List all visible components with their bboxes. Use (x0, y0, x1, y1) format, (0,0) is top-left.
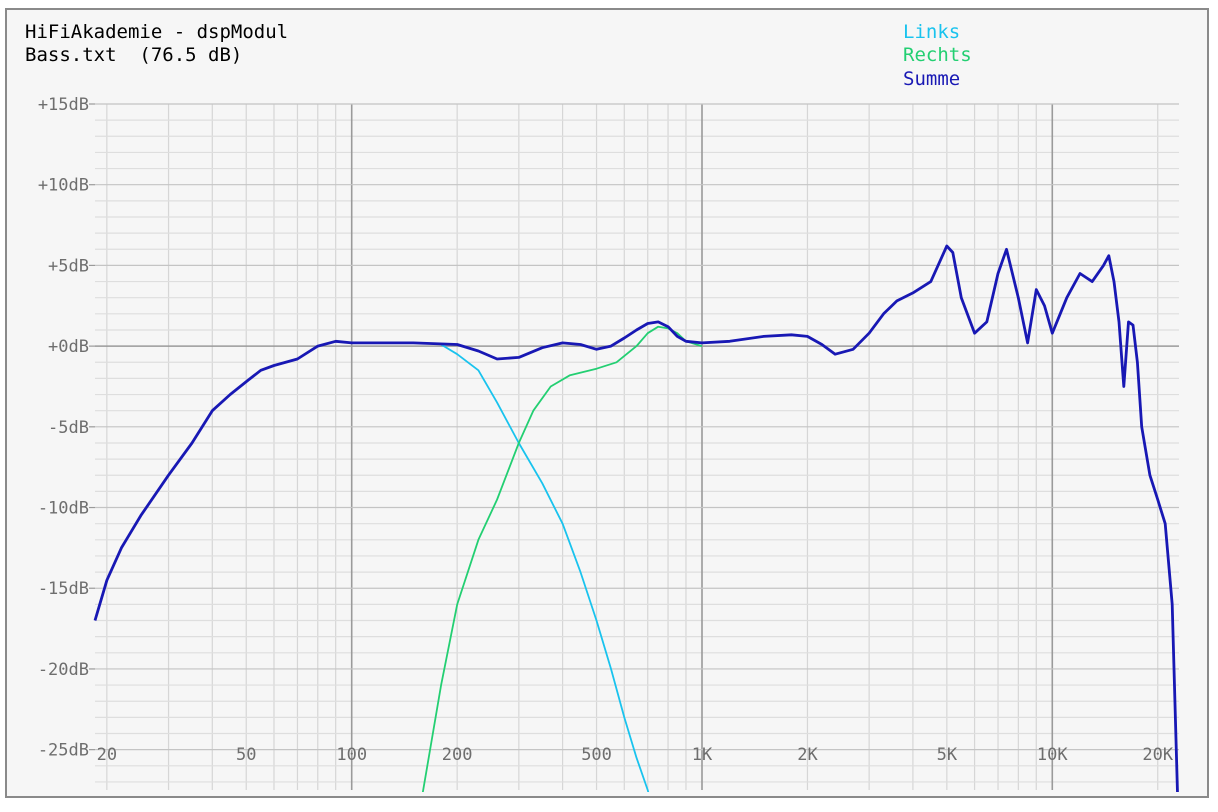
x-tick-label: 100 (336, 745, 367, 765)
series-line-summe (93, 244, 1179, 792)
y-tick-label: -15dB (38, 579, 89, 599)
series-layer (93, 244, 1179, 792)
y-tick-label: -10dB (38, 499, 89, 519)
x-axis-ticks: 20 50 100 200 500 1K 2K 5K 10K 20K (97, 745, 1174, 765)
y-tick-label: -20dB (38, 660, 89, 680)
x-tick-label: 10K (1037, 745, 1068, 765)
legend-entry-links: Links (903, 21, 961, 43)
x-tick-label: 20 (97, 745, 117, 765)
x-tick-label: 200 (442, 745, 473, 765)
frequency-response-chart: +15dB +10dB +5dB +0dB -5dB -10dB -15dB -20dB -25… (38, 95, 1179, 792)
y-tick-label: +10dB (38, 176, 89, 196)
chart-subtitle: Bass.txt (76.5 dB) (25, 44, 243, 66)
chart-frame: +15dB +10dB +5dB +0dB -5dB -10dB -15dB -20dB -25… (5, 8, 1209, 798)
y-tick-label: +5dB (48, 256, 89, 276)
y-tick-label: +0dB (48, 337, 89, 357)
x-tick-label: 50 (236, 745, 256, 765)
y-tick-label: -25dB (38, 741, 89, 761)
legend-entry-summe: Summe (903, 68, 961, 90)
x-tick-label: 20K (1142, 745, 1173, 765)
x-tick-label: 500 (581, 745, 612, 765)
x-tick-label: 2K (797, 745, 818, 765)
grid-major (95, 103, 1179, 790)
x-tick-label: 1K (692, 745, 713, 765)
chart-title: HiFiAkademie - dspModul (25, 21, 289, 43)
legend-entry-rechts: Rechts (903, 44, 972, 66)
series-line-links (440, 343, 650, 792)
y-tick-label: -5dB (48, 418, 89, 438)
grid-minor (95, 104, 1179, 790)
x-tick-label: 5K (937, 745, 958, 765)
y-axis-ticks: +15dB +10dB +5dB +0dB -5dB -10dB -15dB -20dB -25… (38, 95, 95, 761)
y-tick-label: +15dB (38, 95, 89, 115)
